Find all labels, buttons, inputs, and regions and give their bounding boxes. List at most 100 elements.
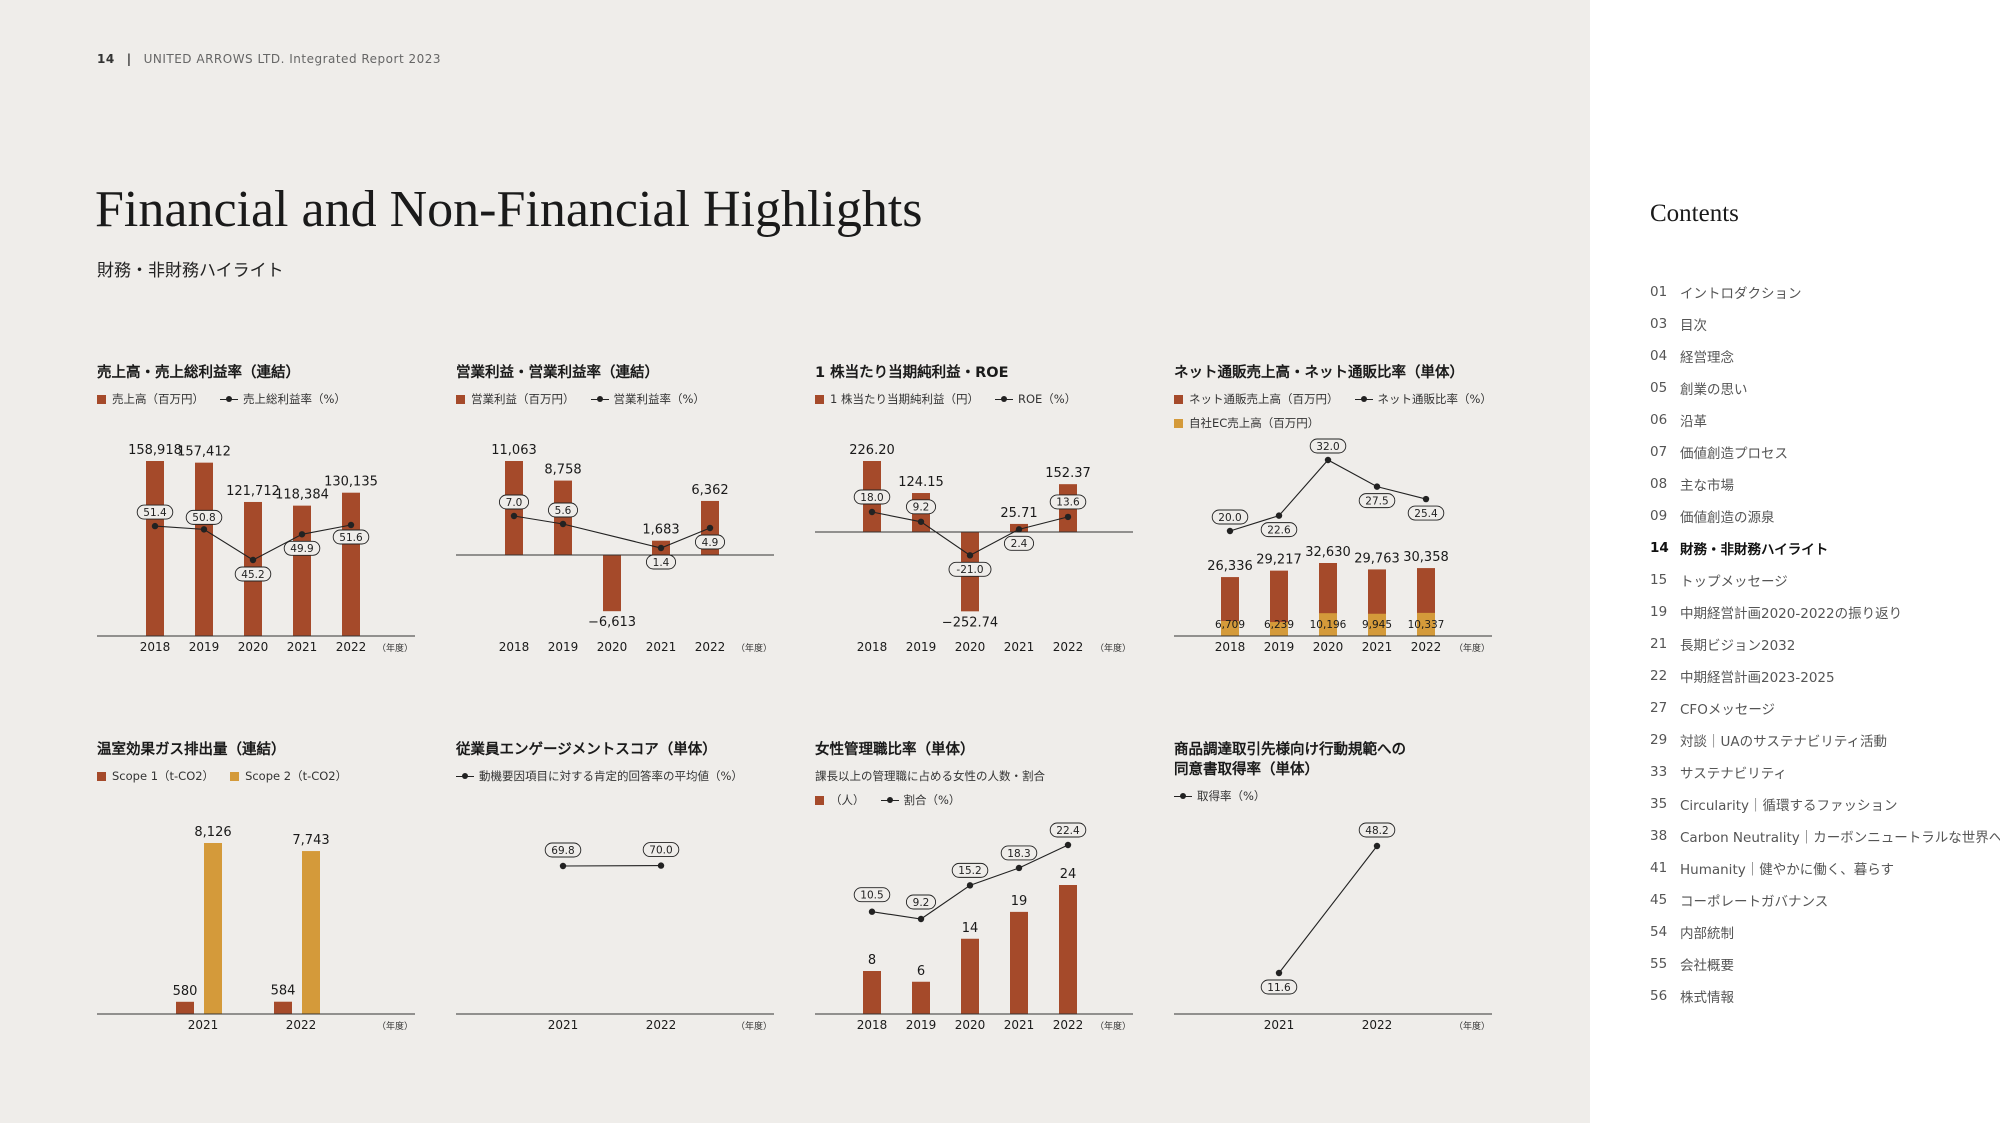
contents-item[interactable]: 01 イントロダクション	[1650, 276, 2000, 308]
legend-label: ネット通販比率（%）	[1377, 392, 1492, 406]
line-value-label: 69.8	[551, 845, 574, 857]
legend-label: Scope 2（t-CO2）	[245, 769, 348, 783]
line-value-label: 70.0	[649, 844, 672, 856]
chart-title: ネット通販売上高・ネット通販比率（単体）	[1174, 365, 1464, 381]
line-value-label: 48.2	[1365, 825, 1388, 837]
legend-item: 営業利益（百万円）	[456, 391, 575, 407]
contents-item[interactable]: 54 内部統制	[1650, 916, 2000, 948]
bar-sub	[1319, 613, 1337, 636]
line-value-label: 9.2	[913, 897, 930, 909]
contents-item[interactable]: 55 会社概要	[1650, 948, 2000, 980]
line-value-label: 50.8	[192, 512, 215, 524]
contents-item[interactable]: 21 長期ビジョン2032	[1650, 628, 2000, 660]
bar-value-label: 157,412	[177, 445, 231, 460]
line-value-label: -21.0	[956, 564, 983, 576]
contents-item[interactable]: 38 Carbon Neutrality｜カーボンニュートラルな世界へ	[1650, 820, 2000, 852]
contents-item[interactable]: 05 創業の思い	[1650, 372, 2000, 404]
bar-sub-label: 9,945	[1362, 619, 1392, 631]
legend-label: ROE（%）	[1017, 392, 1077, 406]
x-tick-label: 2018	[857, 640, 888, 654]
contents-item[interactable]: 56 株式情報	[1650, 980, 2000, 1012]
value-pill	[234, 566, 272, 582]
x-unit-label: （年度）	[1454, 1020, 1490, 1032]
contents-list: 01 イントロダクション 03 目次 04 経営理念 05 創業の思い 06 沿革 07 価値創造プロ…	[1650, 276, 2000, 1012]
value-pill	[905, 894, 937, 910]
x-tick-label: 2022	[286, 1018, 317, 1032]
bar-value-label: 118,384	[275, 488, 329, 503]
bar-value-label: 11,063	[491, 443, 537, 458]
contents-item[interactable]: 04 経営理念	[1650, 340, 2000, 372]
x-tick-label: 2021	[646, 640, 677, 654]
contents-item[interactable]: 15 トップメッセージ	[1650, 564, 2000, 596]
contents-item[interactable]: 27 CFOメッセージ	[1650, 692, 2000, 724]
contents-item-label: CFOメッセージ	[1680, 702, 1776, 718]
line-value-label: 13.6	[1056, 497, 1080, 509]
contents-item-number: 07	[1650, 444, 1668, 460]
bar-value-label: 25.71	[1000, 506, 1037, 521]
line-point	[706, 524, 714, 532]
contents-item[interactable]: 45 コーポレートガバナンス	[1650, 884, 2000, 916]
line-value-label: 4.9	[702, 537, 719, 549]
x-tick-label: 2019	[906, 640, 937, 654]
line-value-label: 2.4	[1011, 538, 1028, 550]
contents-item-number: 55	[1650, 956, 1668, 972]
chart-eps-roe: 226.20 124.15 −252.74 25.71 152.37 2018 2019 20…	[815, 443, 1133, 654]
contents-item[interactable]: 06 沿革	[1650, 404, 2000, 436]
contents-item-number: 06	[1650, 412, 1668, 428]
contents-item[interactable]: 07 価値創造プロセス	[1650, 436, 2000, 468]
x-tick-label: 2018	[1215, 640, 1246, 654]
contents-item[interactable]: 14 財務・非財務ハイライト	[1650, 532, 2000, 564]
line-point	[1275, 512, 1283, 519]
line-point	[347, 521, 355, 529]
value-pill	[1211, 509, 1249, 525]
contents-item[interactable]: 19 中期経営計画2020-2022の振り返り	[1650, 596, 2000, 628]
value-pill	[853, 887, 891, 903]
line-point	[1064, 841, 1072, 849]
contents-item-number: 38	[1650, 828, 1668, 844]
legend-item: 売上総利益率（%）	[220, 391, 346, 407]
value-pill	[905, 499, 937, 515]
bar-value-label: 584	[271, 984, 296, 999]
contents-item[interactable]: 22 中期経営計画2023-2025	[1650, 660, 2000, 692]
line-value-label: 20.0	[1218, 512, 1241, 524]
contents-item[interactable]: 35 Circularity｜循環するファッション	[1650, 788, 2000, 820]
bar-value-label: 121,712	[226, 484, 280, 499]
legend-label: Scope 1（t-CO2）	[112, 769, 215, 783]
line-value-label: 22.4	[1056, 825, 1080, 837]
contents-item[interactable]: 29 対談｜UAのサステナビリティ活動	[1650, 724, 2000, 756]
value-pill	[283, 540, 321, 556]
contents-item[interactable]: 41 Humanity｜健やかに働く、暮らす	[1650, 852, 2000, 884]
contents-item[interactable]: 08 主な市場	[1650, 468, 2000, 500]
legend-label: 売上総利益率（%）	[243, 392, 346, 406]
chart-panel: 従業員エンゲージメントスコア（単体） 動機要因項目に対する肯定的回答率の平均値（%…	[456, 740, 796, 784]
x-tick-label: 2022	[336, 640, 367, 654]
contents-item-number: 29	[1650, 732, 1668, 748]
contents-item-number: 22	[1650, 668, 1668, 684]
contents-item[interactable]: 03 目次	[1650, 308, 2000, 340]
value-pill	[544, 842, 582, 858]
legend-item: 取得率（%）	[1174, 788, 1265, 804]
contents-item[interactable]: 09 価値創造の源泉	[1650, 500, 2000, 532]
legend-label: 営業利益率（%）	[613, 392, 705, 406]
value-pill	[1309, 438, 1347, 454]
bar	[274, 1001, 292, 1014]
contents-item[interactable]: 33 サステナビリティ	[1650, 756, 2000, 788]
bar-value-label: 580	[173, 984, 198, 999]
chart-legend: 取得率（%）	[1174, 788, 1514, 804]
line-point	[1064, 513, 1072, 521]
line-point	[559, 520, 567, 528]
value-pill	[853, 489, 891, 505]
chart-legend: 自社EC売上高（百万円）	[1174, 415, 1514, 431]
line-point	[1373, 483, 1381, 490]
contents-item-label: Humanity｜健やかに働く、暮らす	[1680, 862, 1894, 878]
value-pill	[1407, 505, 1445, 521]
line-point	[657, 544, 665, 552]
bar-value-label: 130,135	[324, 475, 378, 490]
bar-sub-label: 6,239	[1264, 619, 1294, 631]
bar-value-label: 226.20	[849, 443, 895, 458]
contents-item-number: 01	[1650, 284, 1668, 300]
line-point	[200, 526, 208, 533]
legend-swatch	[456, 395, 465, 404]
line-value-label: 5.6	[555, 505, 572, 517]
